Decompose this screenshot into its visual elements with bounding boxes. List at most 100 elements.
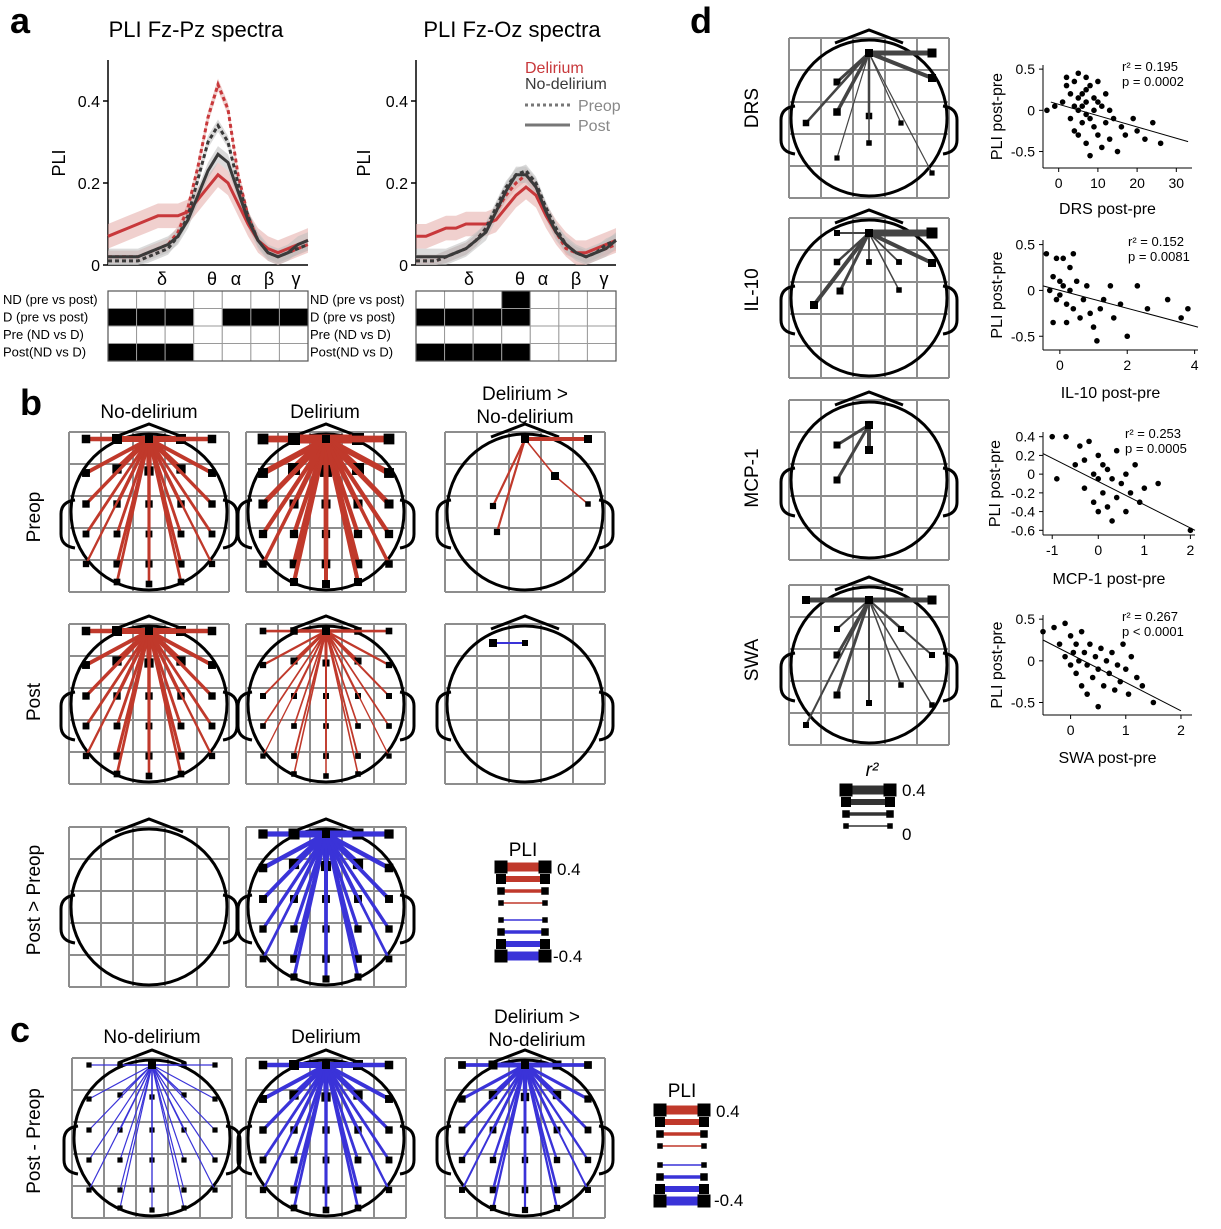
electrode — [865, 421, 873, 429]
data-point — [1091, 95, 1097, 101]
data-point — [1134, 674, 1140, 681]
connection-line — [147, 630, 183, 775]
connection-line — [524, 438, 556, 477]
data-point — [1155, 480, 1161, 487]
data-point — [1087, 152, 1093, 159]
connection-line — [261, 438, 328, 565]
scale-square — [656, 1173, 664, 1181]
data-point — [1062, 653, 1068, 660]
data-point — [1077, 315, 1083, 321]
electrode — [354, 1204, 362, 1212]
data-point — [1157, 140, 1164, 147]
data-point — [1124, 333, 1131, 340]
data-point — [1117, 301, 1124, 307]
scale-square — [656, 1130, 664, 1138]
electrode — [866, 259, 872, 265]
electrode — [928, 259, 936, 267]
connection-line — [84, 437, 151, 506]
electrode — [86, 1187, 92, 1193]
table-row-label: ND (pre vs post) — [3, 292, 98, 307]
electrode — [521, 1206, 529, 1214]
table-row-label: D (pre vs post) — [310, 310, 395, 325]
connection-line — [261, 1064, 328, 1161]
stat-label: p = 0.0081 — [1128, 249, 1190, 264]
data-point — [1089, 674, 1096, 681]
electrode — [929, 702, 935, 708]
data-point — [1081, 457, 1088, 463]
electrode — [291, 771, 297, 777]
data-point — [1099, 103, 1105, 109]
electrode — [354, 1156, 362, 1164]
electrode — [290, 1186, 298, 1194]
table-cell — [107, 308, 138, 327]
connection-line — [524, 1064, 589, 1191]
electrode — [322, 1061, 330, 1069]
connection-line — [324, 1064, 391, 1191]
electrode — [149, 1207, 155, 1213]
electrode — [802, 596, 810, 604]
electrode — [288, 858, 300, 870]
table-cell — [107, 343, 138, 362]
electrode — [181, 1157, 187, 1163]
electrode — [553, 1156, 561, 1164]
row-label-mcp1: MCP-1 — [742, 448, 763, 507]
table-cell — [278, 290, 309, 309]
table-cell — [221, 325, 252, 344]
data-point — [1095, 99, 1101, 105]
electrode — [458, 1126, 466, 1134]
data-point — [1051, 624, 1057, 631]
data-point — [1091, 107, 1097, 114]
connection-line — [325, 629, 390, 667]
data-point — [1081, 649, 1088, 656]
electrode — [113, 560, 121, 568]
electrode — [489, 1156, 497, 1164]
connection-line — [461, 1064, 526, 1191]
c-col-title-delirium: Delirium — [291, 1027, 361, 1048]
electrode — [259, 627, 267, 635]
electrode — [926, 227, 938, 239]
data-point — [1117, 678, 1124, 685]
electrode — [552, 1090, 562, 1100]
y-axis-label: PLI — [354, 149, 374, 176]
electrode — [521, 1061, 529, 1069]
electrode — [86, 1062, 92, 1068]
electrode — [289, 1090, 299, 1100]
x-tick-label: 0 — [1055, 175, 1063, 191]
electrode — [836, 287, 844, 295]
scale-square — [498, 900, 504, 906]
connection-line — [85, 437, 150, 475]
connection-line — [262, 630, 327, 727]
connection-line — [151, 1064, 216, 1161]
data-point — [1100, 461, 1106, 468]
scale-square — [700, 1130, 708, 1138]
band-theta: θ — [207, 269, 217, 289]
data-point — [1049, 433, 1056, 440]
electrode — [584, 1126, 592, 1134]
electrode — [384, 529, 394, 539]
electrode — [145, 627, 153, 635]
scale-square — [542, 917, 548, 923]
connection-line — [523, 1064, 590, 1131]
electrode — [181, 1187, 187, 1193]
data-point — [1134, 128, 1140, 134]
y-tick-label: 0.5 — [1016, 61, 1036, 77]
electrode — [177, 530, 185, 538]
table-cell — [586, 343, 617, 362]
electrode — [865, 49, 873, 57]
electrode — [896, 259, 902, 265]
data-point — [1050, 319, 1056, 326]
data-point — [1095, 666, 1101, 672]
data-point — [1078, 628, 1085, 635]
data-point — [1083, 99, 1089, 105]
electrode — [459, 1187, 465, 1193]
data-point — [1142, 136, 1148, 142]
scale-square — [496, 939, 506, 949]
scale-square — [886, 810, 894, 818]
y-axis-label: PLI post-pre — [987, 440, 1004, 527]
electrode — [458, 1061, 466, 1069]
electrode — [386, 693, 392, 699]
electrode — [208, 661, 216, 669]
data-point — [1095, 78, 1101, 85]
data-point — [1097, 305, 1104, 312]
row-label-post-minus-preop: Post - Preop — [24, 1088, 45, 1194]
